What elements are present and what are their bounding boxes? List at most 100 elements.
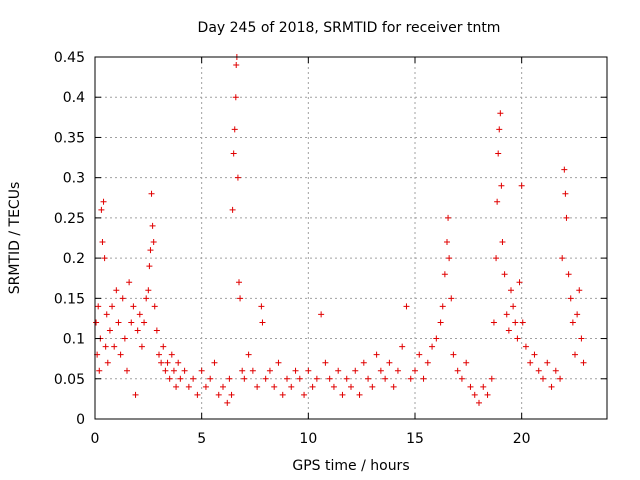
data-point <box>326 375 333 382</box>
data-point <box>301 391 308 398</box>
data-point <box>119 295 126 302</box>
data-point <box>490 319 497 326</box>
x-axis-label: GPS time / hours <box>292 458 409 474</box>
data-point <box>501 271 508 278</box>
data-point <box>266 367 273 374</box>
x-tick-label: 20 <box>513 431 531 447</box>
data-point <box>99 239 106 246</box>
data-point <box>236 279 242 286</box>
data-point <box>561 166 568 173</box>
data-point <box>471 391 478 398</box>
data-point <box>322 359 329 366</box>
data-point <box>275 359 282 366</box>
data-point <box>514 335 521 342</box>
data-point <box>484 391 491 398</box>
y-tick-label: 0.45 <box>54 50 85 66</box>
data-point <box>202 383 209 390</box>
data-point <box>463 359 470 366</box>
data-point <box>348 383 354 390</box>
data-point <box>215 391 222 398</box>
data-point <box>113 287 120 294</box>
y-tick-label: 0 <box>76 412 85 428</box>
data-point <box>330 383 337 390</box>
data-point <box>96 367 103 374</box>
data-point <box>557 375 564 382</box>
data-point <box>106 327 113 334</box>
data-point <box>518 182 525 189</box>
data-point <box>369 383 376 390</box>
data-point <box>412 367 418 374</box>
data-point <box>559 255 566 262</box>
data-point <box>531 351 538 358</box>
data-point <box>578 335 585 342</box>
data-point <box>429 343 436 350</box>
data-point <box>170 367 177 374</box>
data-point <box>136 311 143 318</box>
data-point <box>576 287 583 294</box>
data-point <box>445 214 452 221</box>
data-point <box>488 375 495 382</box>
data-point <box>115 319 122 326</box>
data-point <box>494 198 501 205</box>
data-point <box>394 367 401 374</box>
data-point <box>145 287 152 294</box>
data-point <box>98 206 105 213</box>
data-point <box>512 319 519 326</box>
data-point <box>373 351 380 358</box>
y-tick-label: 0.05 <box>54 372 85 388</box>
data-point <box>499 239 506 246</box>
data-point <box>239 367 246 374</box>
data-point <box>562 190 569 197</box>
data-point <box>508 287 514 294</box>
data-point <box>211 359 218 366</box>
data-point <box>424 359 431 366</box>
y-axis-label: SRMTID / TECUs <box>7 182 23 295</box>
data-point <box>288 383 295 390</box>
data-point <box>305 367 312 374</box>
data-point <box>467 383 474 390</box>
data-point <box>185 383 192 390</box>
data-point <box>190 375 197 382</box>
data-point <box>173 383 180 390</box>
data-point <box>232 94 239 101</box>
data-point <box>226 375 233 382</box>
data-point <box>224 399 231 406</box>
data-point <box>284 375 290 382</box>
data-point <box>552 367 559 374</box>
data-point <box>437 319 444 326</box>
data-point <box>493 255 500 262</box>
data-point <box>126 279 133 286</box>
data-point <box>343 375 350 382</box>
data-point <box>150 239 157 246</box>
data-point <box>495 150 502 157</box>
data-point <box>516 279 523 286</box>
x-tick-label: 15 <box>406 431 424 447</box>
data-point <box>156 351 162 358</box>
grid <box>95 57 607 419</box>
data-point <box>454 367 461 374</box>
data-point <box>141 319 148 326</box>
data-point <box>233 62 240 69</box>
data-point <box>522 343 529 350</box>
data-point <box>279 391 286 398</box>
data-point <box>258 303 265 310</box>
chart-title: Day 245 of 2018, SRMTID for receiver tnt… <box>198 20 501 36</box>
data-point <box>352 367 359 374</box>
data-point <box>498 182 505 189</box>
data-point <box>377 367 384 374</box>
data-point <box>444 239 450 246</box>
data-point <box>230 150 237 157</box>
data-point <box>102 343 109 350</box>
data-point <box>228 391 235 398</box>
data-point <box>245 351 252 358</box>
data-point <box>153 327 160 334</box>
data-point <box>335 367 342 374</box>
data-point <box>548 383 555 390</box>
data-point <box>535 367 542 374</box>
data-point <box>143 295 150 302</box>
data-point <box>134 327 141 334</box>
data-point <box>519 319 526 326</box>
data-point <box>296 375 303 382</box>
data-point <box>527 359 534 366</box>
